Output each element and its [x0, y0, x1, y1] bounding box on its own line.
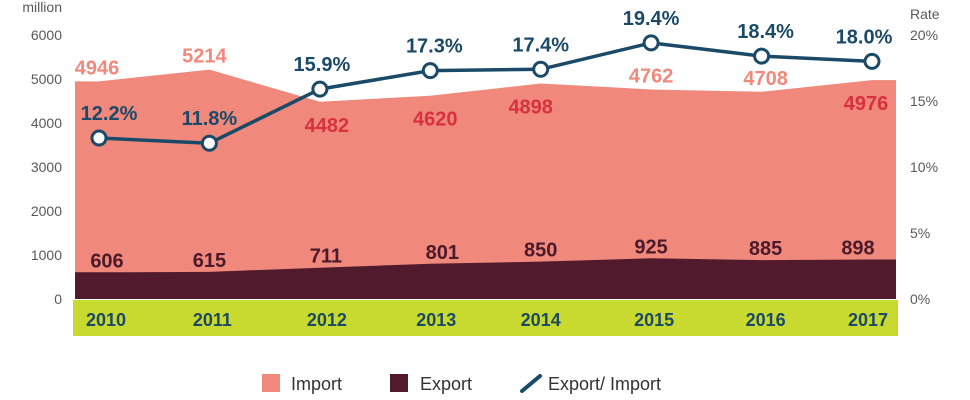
- right-axis-unit: Rate: [910, 6, 940, 22]
- export-value-label-2014: 850: [524, 240, 557, 262]
- left-axis-unit: million: [22, 0, 62, 15]
- rate-marker-2011: [200, 134, 218, 152]
- right-axis-tick-label: 20%: [910, 27, 938, 43]
- left-axis-tick-label: 3000: [31, 159, 62, 175]
- x-axis: 2010 2011 2012 2013 2014 2015 2016 2017: [73, 300, 898, 336]
- rate-marker-2017: [863, 52, 881, 70]
- rate-marker-2010: [90, 129, 108, 147]
- legend-item-export: Export: [390, 374, 472, 394]
- left-axis-tick-label: 6000: [31, 27, 62, 43]
- left-axis-tick-label: 4000: [31, 115, 62, 131]
- import-value-label-2010: 4946: [75, 57, 120, 79]
- legend-import-label: Import: [291, 374, 342, 394]
- right-axis-tick-label: 10%: [910, 159, 938, 175]
- legend-export-import-label: Export/ Import: [548, 374, 661, 394]
- export-value-label-2011: 615: [193, 250, 226, 272]
- rate-value-label-2012: 15.9%: [294, 54, 351, 76]
- rate-marker-2015: [642, 34, 660, 52]
- x-axis-band: [73, 300, 898, 336]
- right-axis-ticks: 0% 5% 10% 15% 20%: [910, 27, 938, 307]
- rate-marker-2013: [421, 62, 439, 80]
- import-area: [75, 69, 896, 299]
- x-axis-label-2011: 2011: [193, 310, 232, 330]
- left-axis-tick-label: 1000: [31, 247, 62, 263]
- legend: Import Export Export/ Import: [262, 374, 661, 394]
- export-value-label-2015: 925: [634, 236, 667, 258]
- rate-marker-2014: [532, 60, 550, 78]
- x-axis-label-2016: 2016: [746, 310, 786, 330]
- area-series: [75, 69, 896, 299]
- legend-line-icon: [520, 374, 542, 393]
- import-value-label-2016: 4708: [743, 68, 788, 90]
- export-value-label-2017: 898: [841, 238, 874, 260]
- left-axis-tick-label: 0: [54, 291, 62, 307]
- left-axis-tick-label: 5000: [31, 71, 62, 87]
- legend-export-swatch: [390, 374, 408, 392]
- left-axis-tick-label: 2000: [31, 203, 62, 219]
- import-value-label-2017: 4976: [844, 93, 889, 115]
- right-axis-tick-label: 5%: [910, 225, 930, 241]
- export-value-label-2016: 885: [749, 238, 782, 260]
- rate-series: [90, 34, 881, 152]
- data-labels: 12.2% 11.8% 15.9% 17.3% 17.4% 19.4% 18.4% 18.0%…: [75, 8, 893, 272]
- import-value-label-2014: 4898: [508, 97, 553, 119]
- rate-value-label-2010: 12.2%: [81, 103, 138, 125]
- export-import-rate-line: [98, 41, 873, 145]
- rate-marker-2016: [753, 47, 771, 65]
- rate-value-label-2013: 17.3%: [406, 36, 463, 58]
- x-axis-label-2015: 2015: [634, 310, 674, 330]
- rate-value-label-2016: 18.4%: [737, 21, 794, 43]
- legend-item-import: Import: [262, 374, 342, 394]
- x-axis-label-2017: 2017: [848, 310, 888, 330]
- rate-value-label-2011: 11.8%: [182, 108, 238, 130]
- right-axis-tick-label: 0%: [910, 291, 930, 307]
- x-axis-label-2012: 2012: [307, 310, 347, 330]
- rate-value-label-2015: 19.4%: [623, 8, 680, 30]
- export-value-label-2010: 606: [90, 250, 123, 272]
- export-value-label-2012: 711: [310, 246, 342, 268]
- right-axis-tick-label: 15%: [910, 93, 938, 109]
- rate-value-label-2014: 17.4%: [512, 34, 569, 56]
- x-axis-label-2014: 2014: [521, 310, 561, 330]
- export-area: [75, 258, 896, 299]
- import-value-label-2015: 4762: [629, 66, 674, 88]
- rate-value-label-2017: 18.0%: [836, 26, 893, 48]
- left-axis-ticks: 0 1000 2000 3000 4000 5000 6000: [31, 27, 62, 307]
- import-value-label-2012: 4482: [305, 115, 350, 137]
- import-value-label-2011: 5214: [182, 46, 227, 68]
- legend-import-swatch: [262, 374, 280, 392]
- export-value-label-2013: 801: [426, 242, 459, 264]
- legend-item-export-import: Export/ Import: [520, 374, 661, 394]
- x-axis-label-2010: 2010: [86, 310, 126, 330]
- legend-export-label: Export: [420, 374, 472, 394]
- import-value-label-2013: 4620: [413, 109, 458, 131]
- x-axis-label-2013: 2013: [416, 310, 456, 330]
- rate-marker-2012: [311, 80, 329, 98]
